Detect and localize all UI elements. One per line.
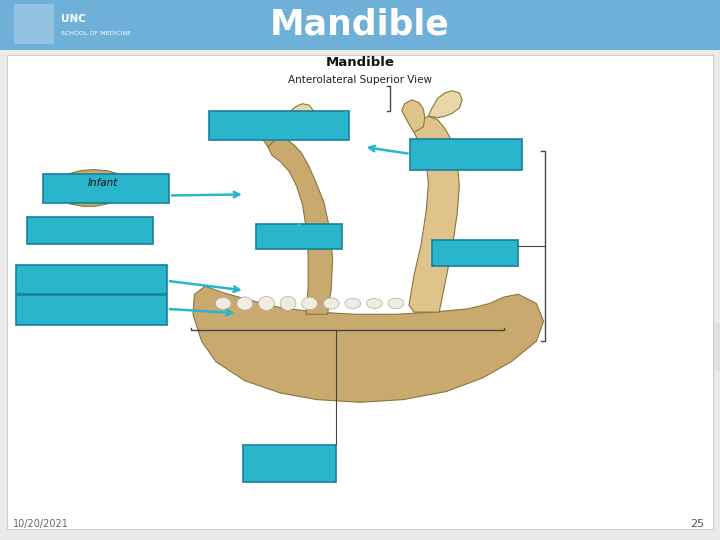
Ellipse shape [388, 298, 404, 309]
Ellipse shape [366, 299, 382, 308]
Text: 1: 1 [508, 96, 720, 444]
FancyBboxPatch shape [16, 265, 167, 294]
FancyBboxPatch shape [43, 174, 169, 202]
FancyBboxPatch shape [27, 217, 153, 244]
Text: Infant: Infant [88, 178, 118, 187]
Polygon shape [409, 116, 459, 312]
Ellipse shape [302, 297, 318, 310]
Text: Mandible: Mandible [325, 56, 395, 69]
Ellipse shape [280, 296, 296, 310]
Bar [7, 55, 713, 529]
FancyBboxPatch shape [209, 111, 349, 140]
Text: SCHOOL OF MEDICINE: SCHOOL OF MEDICINE [61, 31, 131, 36]
Polygon shape [50, 170, 128, 206]
FancyBboxPatch shape [256, 224, 342, 249]
Ellipse shape [323, 298, 339, 309]
Polygon shape [258, 112, 281, 147]
Polygon shape [281, 104, 314, 138]
Text: 25: 25 [690, 519, 704, 529]
Polygon shape [193, 286, 544, 402]
Text: Mandible: Mandible [270, 8, 450, 42]
Polygon shape [402, 100, 425, 132]
Text: UNC: UNC [61, 14, 86, 24]
Bar [14, 4, 54, 44]
FancyBboxPatch shape [16, 295, 167, 325]
FancyBboxPatch shape [410, 139, 522, 170]
Bar [0, 0, 720, 50]
Text: 10/20/2021: 10/20/2021 [13, 519, 69, 529]
Polygon shape [428, 91, 462, 118]
Ellipse shape [345, 299, 361, 308]
Ellipse shape [215, 298, 231, 309]
Text: Anterolateral Superior View: Anterolateral Superior View [288, 75, 432, 85]
FancyBboxPatch shape [243, 445, 336, 482]
Ellipse shape [237, 297, 253, 310]
Ellipse shape [258, 296, 274, 310]
FancyBboxPatch shape [432, 240, 518, 266]
Polygon shape [268, 138, 333, 314]
